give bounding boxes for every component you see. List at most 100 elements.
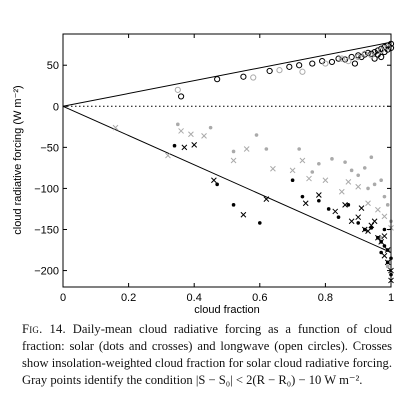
data-point-cross [371, 218, 378, 225]
data-point-dot [382, 244, 387, 248]
data-point-circle [240, 73, 247, 80]
data-point-circle [276, 67, 283, 74]
data-point-dot [346, 203, 351, 207]
data-point-cross [289, 167, 296, 174]
data-point-cross [188, 131, 194, 138]
data-point-dot [208, 125, 213, 130]
data-point-cross [365, 200, 371, 207]
y-tick-label: 50 [47, 60, 59, 72]
data-point-dot [336, 215, 341, 219]
data-point-dot [349, 168, 354, 173]
data-point-cross [342, 202, 348, 208]
data-point-circle [286, 63, 293, 70]
data-point-dot [290, 178, 295, 183]
caption-label: Fig. 14. [22, 322, 66, 336]
data-point-dot [385, 264, 390, 269]
caption-text: Daily-mean cloud radiative forcing as a … [22, 322, 392, 387]
data-point-cross [315, 192, 322, 198]
data-point-dot [317, 161, 321, 166]
data-point-cross [375, 206, 381, 213]
data-point-cross [230, 157, 237, 164]
data-point-circle [338, 55, 345, 62]
data-point-dot [300, 194, 305, 199]
x-axis-label: cloud fraction [194, 304, 259, 316]
data-point-dot [254, 133, 259, 137]
data-point-cross [299, 157, 306, 164]
data-point-circle [368, 52, 375, 59]
fit-line-1 [62, 41, 392, 107]
data-point-cross [368, 222, 375, 229]
x-tick-label: 0.4 [187, 292, 202, 304]
data-point-circle [328, 58, 336, 66]
data-point-cross [375, 234, 381, 241]
data-point-circle [250, 74, 257, 81]
data-point-circle [351, 60, 359, 67]
data-point-cross [270, 165, 276, 172]
data-point-cross [112, 124, 119, 131]
y-tick-label: −50 [40, 142, 59, 154]
data-point-cross [178, 128, 184, 134]
data-point-cross [384, 247, 391, 253]
data-point-circle [374, 47, 381, 54]
data-point-cross [345, 179, 352, 185]
data-point-circle [341, 56, 349, 63]
data-point-dot [264, 147, 269, 151]
data-point-dot [330, 157, 334, 161]
data-point-dot [326, 207, 331, 211]
data-point-cross [384, 259, 391, 266]
data-point-circle [378, 53, 385, 61]
data-point-dot [369, 155, 374, 160]
data-point-cross [302, 200, 309, 207]
data-point-cross [381, 252, 388, 259]
data-point-cross [306, 175, 312, 182]
data-point-circle [361, 50, 368, 57]
data-point-dot [356, 221, 361, 225]
data-point-dot [385, 203, 390, 207]
data-point-dot [297, 147, 301, 151]
fit-line-2 [62, 105, 392, 253]
x-tick-label: 0.2 [121, 292, 136, 304]
data-point-cross [240, 211, 247, 218]
data-point-dot [366, 186, 370, 191]
data-point-circle [296, 62, 303, 69]
data-point-cross [332, 208, 339, 215]
data-point-cross [322, 177, 329, 184]
data-point-circle [174, 86, 181, 93]
x-tick-label: 0.8 [318, 292, 333, 304]
data-point-cross [381, 213, 388, 220]
data-point-cross [378, 238, 385, 245]
data-point-circle [335, 55, 342, 62]
data-point-circle [345, 58, 352, 65]
data-point-dot [343, 160, 347, 164]
data-point-cross [243, 146, 250, 152]
data-point-dot [382, 227, 387, 232]
data-point-dot [231, 149, 236, 154]
data-point-cross [263, 196, 270, 202]
data-point-dot [176, 122, 180, 127]
data-point-dot [379, 178, 383, 183]
data-point-circle [384, 44, 391, 51]
data-point-cross [181, 144, 188, 151]
data-point-circle [384, 46, 391, 53]
y-tick-label: −200 [34, 266, 59, 278]
data-point-dot [172, 143, 177, 148]
x-tick-label: 0 [60, 292, 66, 304]
data-point-circle [355, 53, 362, 61]
data-point-dot [382, 194, 387, 199]
data-point-circle [299, 68, 306, 75]
data-point-circle [214, 76, 221, 83]
data-point-cross [361, 226, 368, 233]
data-point-cross [348, 218, 355, 225]
data-point-circle [177, 93, 185, 100]
data-point-dot [258, 221, 262, 225]
data-point-circle [322, 60, 329, 67]
data-point-circle [348, 53, 355, 61]
data-point-cross [355, 214, 362, 221]
y-tick-label: −100 [34, 183, 59, 195]
data-point-cross [191, 142, 198, 148]
data-point-cross [358, 205, 365, 211]
data-point-dot [317, 198, 321, 203]
data-point-cross [381, 233, 388, 239]
scatter-figure: 0 0.2 0.4 0.6 0.8 1 50 0 −50 −100 −150 −200 cloud f… [12, 33, 395, 316]
y-tick-label: 0 [53, 101, 59, 113]
